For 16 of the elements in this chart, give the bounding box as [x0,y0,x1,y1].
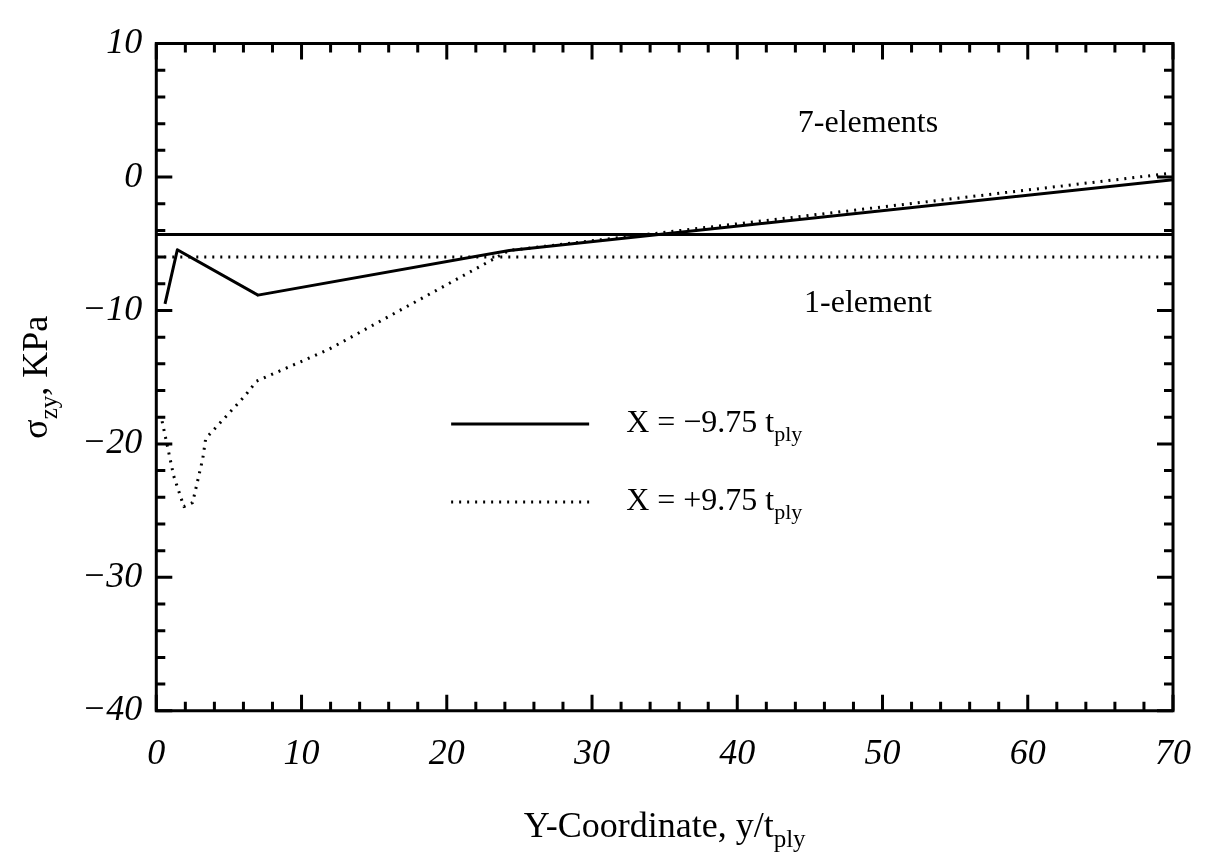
y-axis-title: σzy, KPa [15,315,63,439]
x-tick-label: 30 [573,731,611,772]
y-tick-label: −20 [82,421,143,462]
y-tick-label: −40 [82,688,143,729]
x-tick-label: 60 [1009,731,1046,772]
y-tick-label: 10 [106,21,143,62]
y-tick-label: −10 [82,287,143,328]
x-tick-label: 70 [1155,731,1191,772]
annotation: 1-element [804,283,933,320]
y-tick-label: −30 [82,554,143,595]
y-tick-label: 0 [124,154,143,195]
annotation: 7-elements [797,103,939,140]
x-tick-label: 50 [864,731,901,772]
x-tick-label: 20 [428,731,465,772]
x-tick-label: 40 [719,731,756,772]
x-tick-label: 10 [283,731,320,772]
